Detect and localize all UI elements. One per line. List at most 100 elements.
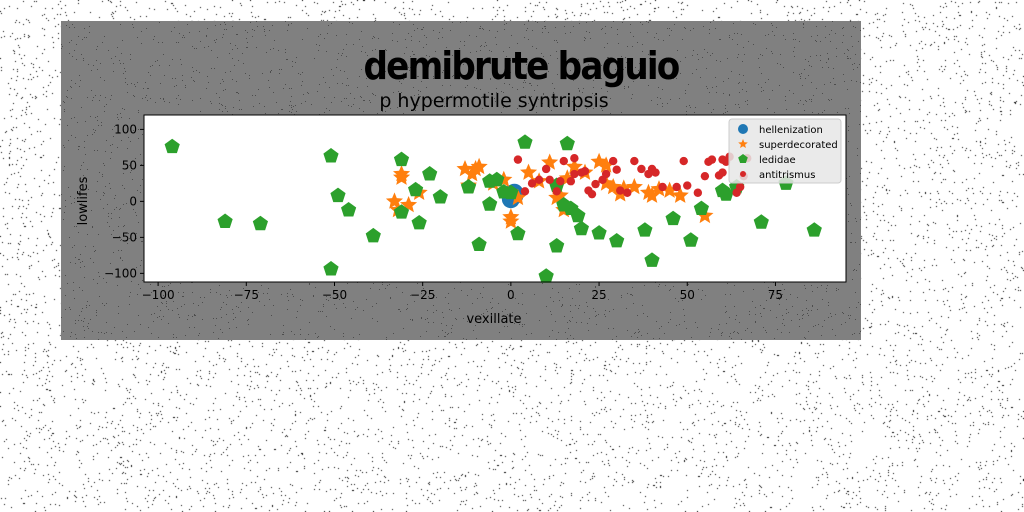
legend-box [728, 118, 842, 184]
data-point [753, 214, 769, 229]
data-point [559, 135, 575, 151]
data-point [549, 238, 565, 253]
data-point [460, 179, 477, 194]
y-tick-label: 0 [129, 194, 137, 208]
data-point [432, 189, 448, 204]
data-point [471, 236, 487, 251]
data-point [408, 181, 424, 197]
x-tick-label: 25 [591, 288, 606, 302]
plot-frame [143, 114, 847, 283]
scatter-chart: −100 −75 −50 −25 0 25 50 75 100 50 0 −50 −100 p hype… [61, 21, 861, 340]
data-point [647, 164, 657, 174]
data-point [489, 171, 505, 187]
data-point [520, 187, 530, 196]
y-tick-label: −50 [112, 230, 137, 244]
data-point [323, 148, 339, 163]
data-point [509, 188, 527, 206]
data-point [517, 134, 533, 149]
legend-label: ledidae [759, 155, 796, 166]
data-point [672, 182, 681, 192]
data-point [341, 202, 357, 217]
data-point [566, 177, 576, 186]
legend-marker [738, 154, 748, 163]
legend-marker [740, 171, 746, 177]
data-point [573, 220, 589, 236]
data-point [411, 215, 427, 230]
data-point [665, 210, 681, 226]
data-point [513, 155, 523, 164]
y-axis-label: lowlifes [76, 176, 91, 225]
data-point [538, 268, 554, 283]
data-point [510, 225, 526, 241]
legend-marker [738, 139, 748, 148]
series-antitrismus [513, 152, 752, 199]
x-tick-label: 75 [768, 288, 783, 302]
data-point [503, 184, 519, 200]
data-point [591, 179, 600, 189]
data-point [693, 200, 709, 215]
data-point [597, 156, 615, 173]
x-tick-label: 50 [680, 288, 695, 302]
data-point [570, 153, 579, 163]
x-tick-label: −25 [410, 288, 435, 302]
data-point [393, 151, 410, 167]
legend-label: antitrismus [759, 170, 815, 181]
x-tick-label: 0 [507, 288, 515, 302]
data-point [365, 227, 381, 243]
x-tick-label: −50 [322, 288, 347, 302]
data-point [556, 197, 572, 212]
data-point [422, 166, 438, 181]
data-point [570, 207, 586, 223]
data-point [556, 177, 565, 186]
y-tick-label: −100 [104, 266, 137, 280]
legend-marker [738, 124, 748, 134]
data-point [616, 186, 625, 195]
legend-label: superdecorated [759, 140, 838, 151]
legend: hellenization superdecorated ledidae antitr… [728, 118, 842, 184]
data-point [714, 182, 731, 198]
x-axis-label: vexillate [466, 312, 521, 327]
chart-axes: −100 −75 −50 −25 0 25 50 75 100 50 0 −50 −100 [104, 114, 847, 302]
figure-suptitle: demibrute baguio [363, 44, 681, 88]
data-point [587, 189, 597, 199]
data-point [679, 156, 688, 166]
data-point [482, 196, 498, 211]
data-point [393, 204, 410, 219]
data-point [323, 261, 339, 276]
x-tick-label: −100 [142, 288, 175, 302]
data-point [164, 138, 180, 154]
data-point [559, 156, 568, 166]
data-point [718, 168, 727, 177]
data-point [707, 155, 717, 164]
data-point [806, 222, 822, 237]
data-point [683, 232, 699, 247]
data-point [527, 179, 537, 188]
data-point [534, 175, 544, 184]
legend-label: hellenization [759, 125, 823, 136]
x-tick-label: −75 [234, 288, 259, 302]
data-point [643, 186, 661, 203]
chart-marks [164, 134, 822, 283]
data-point [520, 163, 538, 180]
data-point [630, 156, 639, 166]
data-point [570, 169, 579, 179]
data-point [330, 187, 346, 203]
data-point [683, 181, 692, 190]
data-point [393, 165, 411, 182]
data-point [502, 212, 520, 229]
data-point [552, 187, 561, 196]
data-point [700, 171, 710, 181]
data-point [612, 165, 621, 174]
data-point [608, 156, 618, 166]
figure-panel: −100 −75 −50 −25 0 25 50 75 100 50 0 −50 −100 p hype… [61, 21, 861, 340]
data-point [644, 252, 660, 267]
data-point [252, 215, 268, 231]
data-point [671, 186, 689, 203]
data-point [591, 225, 607, 240]
y-tick-label: 50 [122, 158, 137, 172]
data-point [470, 157, 488, 175]
data-point [580, 166, 590, 176]
data-point [545, 175, 554, 184]
data-point [658, 182, 667, 192]
data-point [637, 222, 653, 237]
